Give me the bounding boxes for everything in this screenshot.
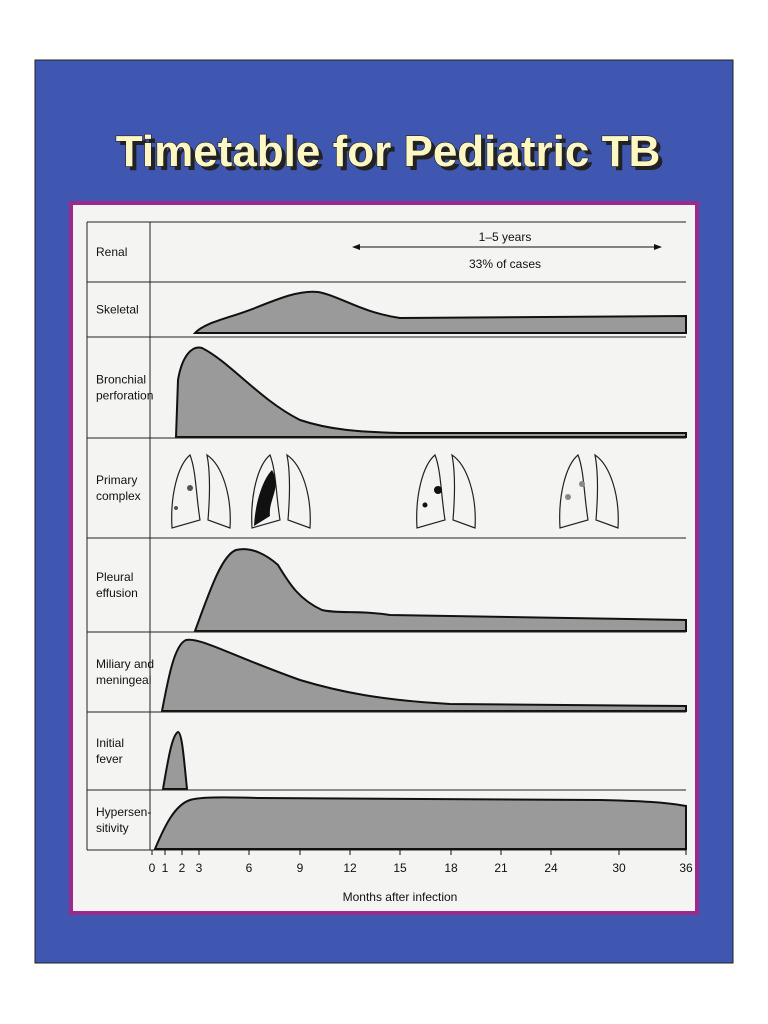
row-label: perforation <box>96 389 153 403</box>
miliary-curve <box>160 638 687 712</box>
shadow: Timetable for Pediatric TB <box>120 131 664 180</box>
lung-diagram <box>171 453 619 529</box>
title: Timetable for Pediatric TB <box>116 127 660 176</box>
hypersensitivity-curve <box>153 796 687 850</box>
tick-label: 24 <box>544 861 558 875</box>
tick-label: 21 <box>494 861 508 875</box>
axis-label: Months after infection <box>343 890 458 904</box>
tick-label: 36 <box>679 861 693 875</box>
tick-label: 3 <box>196 861 203 875</box>
annotation: 33% of cases <box>469 257 541 271</box>
row-label: Primary <box>96 473 137 487</box>
row-label: Hypersen- <box>96 805 151 819</box>
row-label: Renal <box>96 245 127 259</box>
row-label: sitivity <box>96 821 129 835</box>
pleural-curve <box>193 548 687 632</box>
row-label: Miliary and <box>96 657 154 671</box>
tick-label: 0 <box>149 861 156 875</box>
tick-label: 6 <box>246 861 253 875</box>
tick-label: 15 <box>393 861 407 875</box>
fever-curve <box>161 730 189 790</box>
row-label: Skeletal <box>96 303 139 317</box>
tick-label: 12 <box>343 861 357 875</box>
tick-label: 9 <box>297 861 304 875</box>
bronchial-curve <box>174 346 687 438</box>
row-label: Bronchial <box>96 373 146 387</box>
annotation: 1–5 years <box>479 230 532 244</box>
figure: 1–5 years 33% of cases Renal Skeletal Bron… <box>86 221 693 904</box>
tick-label: 1 <box>162 861 169 875</box>
tick-label: 2 <box>179 861 186 875</box>
row-label: fever <box>96 752 123 766</box>
row-label: Initial <box>96 736 124 750</box>
tick-label: 30 <box>612 861 626 875</box>
row-label: meningeal <box>96 673 151 687</box>
skeletal-curve <box>192 290 687 334</box>
row-label: Pleural <box>96 570 133 584</box>
tick-label: 18 <box>444 861 458 875</box>
row-label: complex <box>96 489 141 503</box>
row-label: effusion <box>96 586 138 600</box>
